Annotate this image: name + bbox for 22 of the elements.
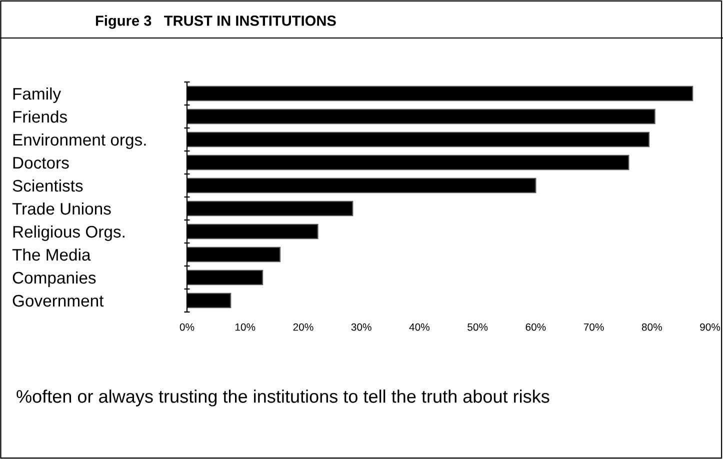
y-tick-label: Family	[13, 87, 62, 103]
x-tick-label: 80%	[642, 323, 662, 331]
x-tick-label: 30%	[351, 323, 372, 331]
x-tick-label: 20%	[293, 323, 314, 331]
y-tick-label: Religious Orgs.	[13, 225, 124, 241]
y-tick-label: Companies	[12, 271, 96, 287]
y-tick-label: Friends	[13, 110, 67, 123]
y-tick-label: The Media	[12, 248, 91, 261]
y-tick-label: Government	[12, 294, 104, 307]
y-tick-label: Doctors	[13, 157, 69, 169]
y-tick-label: Environment orgs.	[13, 133, 146, 149]
x-tick-label: 50%	[468, 323, 488, 331]
x-tick-label: 60%	[526, 323, 546, 331]
text: %often or always trusting the institutions to tell the truth about risks	[16, 390, 550, 406]
x-tick-label: 0%	[180, 323, 194, 331]
x-tick-label: 40%	[409, 323, 430, 331]
y-tick-label: Scientists	[12, 179, 83, 192]
x-tick-label: 70%	[584, 323, 604, 331]
x-tick-label: 90%	[700, 323, 720, 331]
chart-title: Figure 3 TRUST IN INSTITUTIONS	[96, 15, 336, 29]
y-tick-label: Trade Unions	[12, 202, 111, 215]
x-tick-label: 10%	[235, 323, 256, 331]
